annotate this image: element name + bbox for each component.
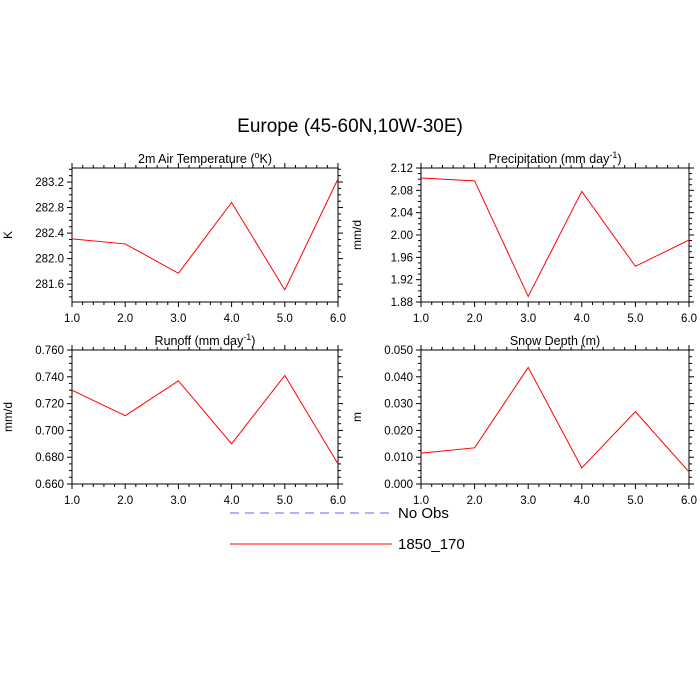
x-tick-label: 2.0 xyxy=(467,313,483,325)
panel-title-text: Precipitation (mm day xyxy=(488,152,610,166)
x-tick-label: 1.0 xyxy=(64,495,80,507)
series-line xyxy=(71,374,339,465)
y-tick-label: 0.050 xyxy=(384,345,413,357)
x-tick-label: 4.0 xyxy=(224,495,240,507)
panel-title-text: 2m Air Temperature ( xyxy=(138,152,255,166)
panel-title-text: Snow Depth (m) xyxy=(510,334,600,348)
x-tick-label: 6.0 xyxy=(330,313,346,325)
legend-label: No Obs xyxy=(398,505,449,522)
legend: No Obs 1850_170 xyxy=(230,505,465,553)
panel-title: 2m Air Temperature (oK) xyxy=(138,150,272,166)
x-tick-label: 3.0 xyxy=(170,313,186,325)
x-tick-label: 6.0 xyxy=(681,313,697,325)
x-tick-label: 4.0 xyxy=(574,313,590,325)
y-tick-label: 0.740 xyxy=(35,372,64,384)
y-tick-label: 2.08 xyxy=(391,185,413,197)
legend-item-2: 1850_170 xyxy=(230,536,465,553)
y-tick-label: 2.12 xyxy=(391,163,413,175)
y-tick-label: 0.660 xyxy=(35,479,64,491)
y-tick-label: 282.4 xyxy=(35,228,64,240)
panel-title-text-end: ) xyxy=(617,152,621,166)
panel-2: Precipitation (mm day-1) 1.0 2.0 3.0 4.0 5.0 6… xyxy=(350,150,697,325)
x-tick-label: 2.0 xyxy=(467,495,483,507)
panel-title: Snow Depth (m) xyxy=(510,334,600,348)
y-tick-label: 0.760 xyxy=(35,345,64,357)
y-tick-label: 0.010 xyxy=(384,452,413,464)
y-tick-label: 282.8 xyxy=(35,203,64,215)
series-line xyxy=(420,366,690,473)
panel-1: 2m Air Temperature (oK) 1.0 2.0 3.0 4.0 5.0 6.… xyxy=(1,150,346,325)
y-tick-label: 0.030 xyxy=(384,399,413,411)
x-tick-label: 5.0 xyxy=(277,313,293,325)
y-tick-label: 2.00 xyxy=(391,230,413,242)
panels: 2m Air Temperature (oK)1.0 2.0 3.0 4.0 5.0 6.… xyxy=(1,150,697,507)
series-line xyxy=(420,177,690,298)
series-line xyxy=(71,178,339,291)
x-tick-label: 3.0 xyxy=(520,313,536,325)
x-tick-label: 3.0 xyxy=(170,495,186,507)
panel-title: Runoff (mm day-1) xyxy=(155,332,256,348)
panel-title-text-end: K) xyxy=(260,152,273,166)
panel-title: Precipitation (mm day-1) xyxy=(488,150,621,166)
plot-frame xyxy=(420,167,690,303)
y-tick-label: 1.92 xyxy=(391,275,413,287)
panel-title-superscript: -1 xyxy=(609,150,617,160)
y-axis-label: m xyxy=(350,412,364,422)
figure-title: Europe (45-60N,10W-30E) xyxy=(237,116,463,137)
y-tick-label: 0.000 xyxy=(384,479,413,491)
panel-3: Runoff (mm day-1) 1.0 2.0 3.0 4.0 5.0 6.0 0.660… xyxy=(1,332,346,507)
panel-title-text-end: ) xyxy=(251,334,255,348)
y-tick-label: 0.720 xyxy=(35,399,64,411)
x-tick-label: 1.0 xyxy=(413,495,429,507)
panel-title-superscript: o xyxy=(254,150,259,160)
y-tick-label: 281.6 xyxy=(35,279,64,291)
legend-label: 1850_170 xyxy=(398,536,465,553)
x-tick-label: 3.0 xyxy=(520,495,536,507)
x-tick-label: 6.0 xyxy=(681,495,697,507)
legend-item-1: No Obs xyxy=(230,505,449,522)
y-tick-label: 1.88 xyxy=(391,297,413,309)
y-tick-label: 0.020 xyxy=(384,425,413,437)
x-tick-label: 5.0 xyxy=(627,313,643,325)
panel-4: Snow Depth (m) 1.0 2.0 3.0 4.0 5.0 6.0 0.000 0.0… xyxy=(350,334,697,507)
x-tick-label: 2.0 xyxy=(117,313,133,325)
y-axis-label: mm/d xyxy=(1,402,15,432)
y-tick-label: 2.04 xyxy=(391,208,414,220)
x-tick-label: 2.0 xyxy=(117,495,133,507)
y-axis-label: K xyxy=(1,231,15,239)
x-tick-label: 4.0 xyxy=(574,495,590,507)
y-tick-label: 0.040 xyxy=(384,372,413,384)
y-tick-label: 1.96 xyxy=(391,252,413,264)
y-tick-label: 0.700 xyxy=(35,425,64,437)
y-tick-label: 282.0 xyxy=(35,254,64,266)
panel-title-text: Runoff (mm day xyxy=(155,334,244,348)
y-tick-label: 283.2 xyxy=(35,177,64,189)
x-tick-label: 4.0 xyxy=(224,313,240,325)
y-axis-label: mm/d xyxy=(350,220,364,250)
x-tick-label: 1.0 xyxy=(64,313,80,325)
plot-frame xyxy=(71,167,339,303)
x-tick-label: 6.0 xyxy=(330,495,346,507)
plot-frame xyxy=(71,349,339,485)
panel-title-superscript: -1 xyxy=(243,332,251,342)
x-tick-label: 1.0 xyxy=(413,313,429,325)
x-tick-label: 5.0 xyxy=(277,495,293,507)
x-tick-label: 5.0 xyxy=(627,495,643,507)
y-tick-label: 0.680 xyxy=(35,452,64,464)
